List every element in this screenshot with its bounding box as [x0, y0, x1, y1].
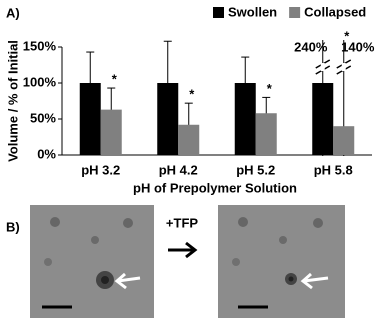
bar: [312, 83, 334, 155]
x-tick-label: pH 3.2: [81, 162, 120, 177]
legend-swatch: [213, 7, 224, 18]
panel-label: A): [6, 5, 20, 20]
significance-mark: *: [267, 81, 273, 96]
significance-mark: *: [112, 71, 118, 86]
y-tick-label: 100%: [23, 74, 57, 89]
bar: [100, 109, 122, 155]
micrograph: [30, 205, 154, 318]
x-tick-label: pH 5.8: [314, 162, 353, 177]
legend-label: Collapsed: [304, 4, 366, 19]
significance-mark: *: [189, 87, 195, 102]
x-axis-label: pH of Prepolymer Solution: [133, 180, 297, 195]
significance-mark: *: [344, 28, 350, 43]
y-tick-label: 50%: [30, 110, 56, 125]
y-axis-label: Volume / % of Initial: [5, 40, 20, 162]
annotation: 140%: [341, 39, 375, 54]
legend-swatch: [289, 7, 301, 18]
y-tick-label: 150%: [23, 38, 57, 53]
panel-label: B): [6, 219, 20, 234]
bar: [234, 83, 256, 155]
y-tick-label: 0%: [37, 146, 56, 161]
legend-label: Swollen: [228, 4, 277, 19]
bar: [79, 83, 101, 155]
bar: [178, 124, 200, 155]
bar: [333, 126, 355, 155]
break-gap: [341, 63, 346, 71]
break-gap: [320, 63, 325, 71]
treatment-label: +TFP: [166, 215, 198, 230]
annotation: 240%: [294, 39, 328, 54]
x-tick-label: pH 5.2: [236, 162, 275, 177]
bar: [157, 83, 179, 155]
micrograph: [218, 205, 345, 318]
bar: [255, 113, 277, 155]
arrow: [168, 241, 198, 259]
x-tick-label: pH 4.2: [159, 162, 198, 177]
